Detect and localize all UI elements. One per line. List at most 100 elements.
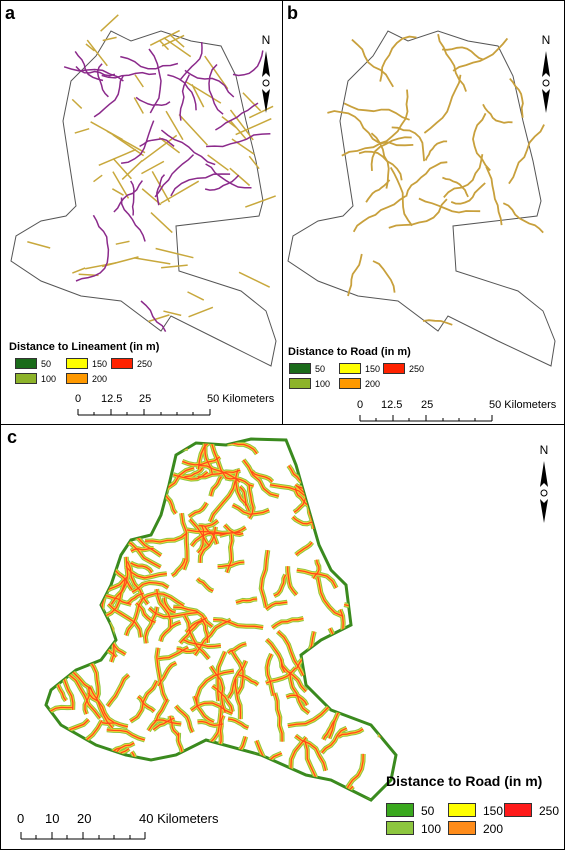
road	[377, 624, 389, 649]
road-buffer	[330, 485, 341, 509]
road-buffer	[46, 600, 50, 642]
road-buffer	[244, 757, 266, 766]
lineament	[229, 167, 251, 187]
road	[337, 558, 357, 576]
road-buffer	[239, 751, 283, 780]
road-buffer	[370, 595, 396, 610]
scale-tick: 0	[357, 399, 364, 411]
scale-tick: 20	[77, 811, 92, 826]
road	[266, 653, 275, 696]
road	[450, 182, 486, 205]
lineament	[133, 97, 144, 114]
legend-label: 200	[92, 374, 108, 384]
north-arrow-b: N	[536, 33, 556, 113]
road	[239, 486, 247, 506]
road	[357, 443, 372, 461]
road-buffer	[96, 503, 148, 530]
road-buffer	[335, 528, 348, 555]
road-buffer	[179, 758, 209, 773]
road	[175, 705, 194, 733]
road-buffer	[305, 498, 353, 513]
lineament	[163, 37, 192, 58]
road-buffer	[66, 485, 107, 526]
road	[226, 534, 233, 573]
scale-tick: 12.5	[101, 393, 123, 405]
road-buffer	[371, 571, 396, 579]
legend-label: 250	[539, 804, 560, 818]
drainage	[140, 300, 167, 332]
lineament	[93, 174, 103, 183]
road	[370, 425, 377, 437]
panel-b: b N Distance to Road (in m) 50 100 150 2…	[282, 0, 565, 425]
road	[89, 445, 101, 471]
road	[52, 491, 78, 501]
road	[50, 439, 68, 449]
road-buffer	[46, 481, 51, 497]
drainage	[75, 214, 110, 282]
road	[482, 103, 513, 124]
road	[89, 686, 114, 729]
lineament	[134, 257, 171, 265]
road	[137, 779, 161, 794]
road-buffer	[137, 778, 161, 795]
road-buffer	[329, 495, 376, 522]
drainage	[215, 102, 259, 131]
lineament	[71, 98, 83, 109]
road	[224, 524, 244, 536]
road	[100, 439, 111, 458]
road	[337, 528, 346, 554]
road-buffer	[378, 595, 387, 642]
legend-label: 200	[365, 379, 381, 389]
legend-label: 150	[483, 804, 504, 818]
road-buffer	[305, 454, 325, 465]
lineament	[160, 180, 200, 204]
road-buffer	[106, 485, 129, 492]
road-buffer	[46, 738, 60, 788]
road-buffer	[176, 439, 214, 443]
road-buffer	[106, 796, 150, 800]
road-buffer	[119, 456, 143, 466]
road	[176, 648, 197, 653]
road-buffer	[57, 577, 77, 610]
lineament	[165, 110, 184, 141]
road-buffer	[344, 490, 359, 529]
road	[217, 561, 245, 568]
road	[230, 649, 244, 695]
road	[424, 140, 448, 161]
lineament	[187, 291, 205, 301]
road-buffer	[336, 460, 381, 499]
road-buffer	[46, 612, 92, 625]
road-buffer	[46, 613, 91, 624]
road-buffer	[89, 748, 118, 791]
road-buffer	[64, 439, 93, 442]
road-buffer	[297, 439, 337, 461]
drainage	[63, 66, 124, 82]
road	[106, 729, 145, 741]
road-buffer	[73, 762, 102, 773]
scale-tick: 12.5	[381, 399, 403, 411]
panel-c: c N Distance to Road (in m) 50 100 150 2…	[0, 424, 565, 850]
road-buffer	[335, 790, 355, 800]
road-buffer	[249, 790, 282, 799]
boundary-b	[287, 30, 556, 367]
road	[212, 685, 234, 712]
legend-swatch-100	[289, 378, 311, 389]
road	[107, 486, 128, 491]
road-buffer	[46, 482, 50, 496]
road	[372, 439, 393, 441]
road-buffer	[68, 529, 87, 548]
road-buffer	[356, 653, 393, 665]
road-buffer	[294, 439, 311, 462]
road	[154, 719, 182, 725]
road	[125, 599, 143, 636]
scale-bar-b: 0 12.5 25 50 Kilometers	[353, 399, 563, 424]
road-buffer	[155, 439, 180, 452]
road-buffer	[384, 439, 396, 496]
road-buffer	[65, 757, 117, 780]
road-buffer	[106, 484, 129, 493]
road	[163, 597, 176, 614]
road	[171, 558, 186, 577]
road-buffer	[46, 773, 60, 800]
road	[152, 789, 210, 798]
road-buffer	[88, 443, 103, 471]
